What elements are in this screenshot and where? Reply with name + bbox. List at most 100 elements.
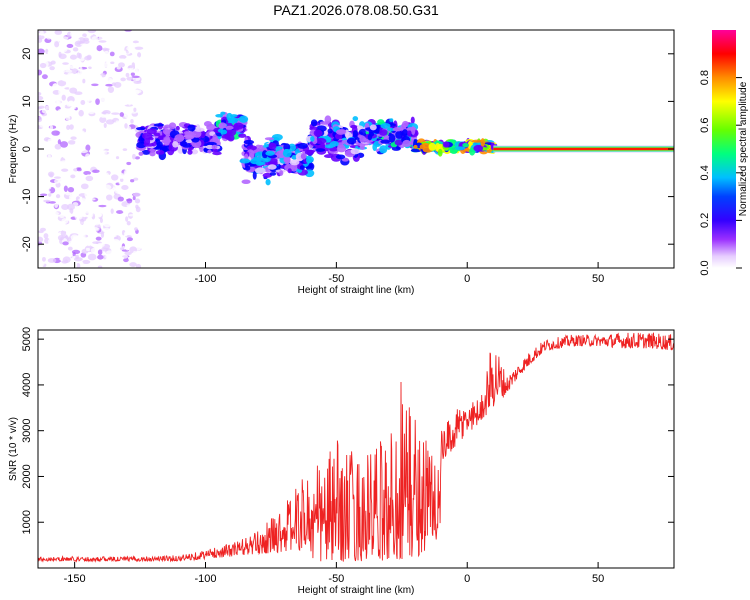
- spectrogram-blob: [86, 208, 96, 212]
- spectrogram-blob: [48, 201, 56, 204]
- spectrogram-blob: [50, 60, 56, 65]
- spectrogram-blob: [74, 40, 83, 47]
- spectrogram-blob: [107, 177, 111, 183]
- spectrogram-blob: [103, 172, 110, 178]
- spectrogram-blob: [91, 36, 99, 43]
- colorbar-tick-label: 0.8: [699, 70, 711, 85]
- spectrogram-blob: [55, 224, 62, 229]
- spectrogram-blob: [284, 163, 295, 172]
- spectrogram-blob: [120, 77, 126, 82]
- colorbar-label: Normalized spectral amplitude: [738, 81, 749, 216]
- spectrogram-blob: [89, 210, 94, 218]
- spectrogram-blob: [38, 236, 44, 243]
- snr-x-tick-label: -100: [194, 573, 216, 585]
- spectrogram-blob: [70, 234, 79, 241]
- spectrogram-blob: [252, 170, 257, 180]
- spectrogram-blob: [142, 132, 153, 140]
- spectrogram-blob: [291, 154, 298, 160]
- spectrogram-blob: [46, 208, 55, 212]
- spectrogram-blob: [149, 148, 157, 153]
- spectrogram-blob: [97, 144, 106, 151]
- spectrogram-blob: [55, 232, 60, 237]
- spectrogram-blob: [100, 136, 109, 143]
- spectrogram-blob: [111, 124, 120, 128]
- spectrogram-blob: [71, 249, 81, 255]
- spectrogram-blob: [57, 80, 67, 87]
- spectrogram-blob: [126, 237, 133, 242]
- spectrogram-blob: [111, 82, 117, 86]
- spectrogram-blob: [47, 50, 56, 54]
- spectrogram-x-label: Height of straight line (km): [298, 285, 415, 296]
- spectrogram-blob: [98, 260, 102, 266]
- spectrogram-blob: [84, 55, 92, 61]
- spectrogram-blob: [184, 131, 196, 140]
- spectrogram-blob: [136, 141, 147, 149]
- spectrogram-blob: [112, 238, 120, 244]
- spectrogram-blob: [134, 46, 144, 50]
- spectrogram-blob: [81, 202, 88, 206]
- spectrogram-blob: [127, 46, 136, 53]
- spectrogram-blob: [102, 152, 109, 158]
- spectrogram-blob: [419, 144, 426, 150]
- spectrogram-blob: [85, 153, 91, 160]
- spectrogram-blob: [118, 216, 125, 223]
- spectrogram-blob: [57, 139, 62, 145]
- spectrogram-blob: [262, 172, 273, 178]
- spectrogram-blob: [55, 71, 65, 75]
- spectrogram-blob: [124, 123, 128, 129]
- spectrogram-blob: [83, 170, 92, 176]
- spectrogram-blob: [123, 257, 129, 263]
- spectrogram-blob: [85, 98, 90, 105]
- spectrogram-blob: [38, 106, 43, 110]
- spectrogram-blob: [49, 66, 55, 71]
- spectrogram-blob: [389, 118, 394, 122]
- spectrogram-blob: [45, 32, 53, 40]
- spectrogram-blob: [238, 115, 249, 123]
- spectrogram-blob: [71, 152, 75, 157]
- spectrogram-blob: [126, 220, 131, 226]
- spectrogram-blob: [97, 265, 103, 268]
- spectrogram-blob: [130, 179, 135, 183]
- snr-panel: -150 -100 -50 0 50 1000 2000 3000 4000 5000 Heig…: [8, 327, 675, 596]
- spectrogram-blob: [41, 108, 49, 114]
- chart-title: PAZ1.2026.078.08.50.G31: [273, 2, 439, 18]
- spectrogram-blob: [111, 112, 120, 115]
- spectrogram-blob: [78, 198, 87, 201]
- spectrogram-blob: [79, 240, 86, 247]
- spectrogram-blob: [67, 203, 75, 211]
- spectrogram-marks: [38, 30, 674, 268]
- spectrogram-blob: [67, 82, 76, 86]
- spectrogram-blob: [115, 100, 124, 104]
- spectrogram-blob: [74, 157, 78, 160]
- spectrogram-blob: [73, 168, 79, 172]
- spectrogram-blob: [133, 185, 138, 191]
- spectrogram-blob: [89, 77, 94, 81]
- spectrogram-blob: [69, 54, 78, 60]
- snr-x-tick-label: -150: [64, 573, 86, 585]
- spectrogram-blob: [121, 184, 129, 191]
- spectrogram-blob: [66, 124, 71, 130]
- snr-y-tick-label: 5000: [21, 327, 33, 351]
- spectrogram-blob: [63, 185, 68, 192]
- spectrogram-blob: [105, 31, 113, 36]
- spectrogram-blob: [289, 159, 300, 166]
- spectrogram-blob: [76, 52, 81, 59]
- spectrogram-blob: [103, 122, 107, 128]
- spectrogram-blob: [69, 65, 76, 70]
- spectrogram-blob: [93, 221, 100, 226]
- spectrogram-blob: [68, 240, 73, 245]
- spectrogram-blob: [76, 263, 81, 268]
- spectrogram-blob: [54, 169, 58, 175]
- spectrogram-blob: [91, 83, 99, 87]
- spectrogram-blob: [90, 247, 98, 254]
- spectrogram-blob: [96, 113, 102, 117]
- snr-y-ticks: 1000 2000 3000 4000 5000: [21, 327, 674, 534]
- spectrogram-blob: [135, 263, 142, 268]
- spectrogram-blob: [116, 259, 122, 263]
- spectrogram-blob: [45, 244, 54, 249]
- spectrogram-blob: [161, 139, 171, 144]
- spectrogram-blob: [38, 111, 41, 116]
- spectrogram-blob: [194, 127, 205, 132]
- snr-x-tick-label: 50: [592, 573, 604, 585]
- spectrogram-blob: [106, 215, 112, 222]
